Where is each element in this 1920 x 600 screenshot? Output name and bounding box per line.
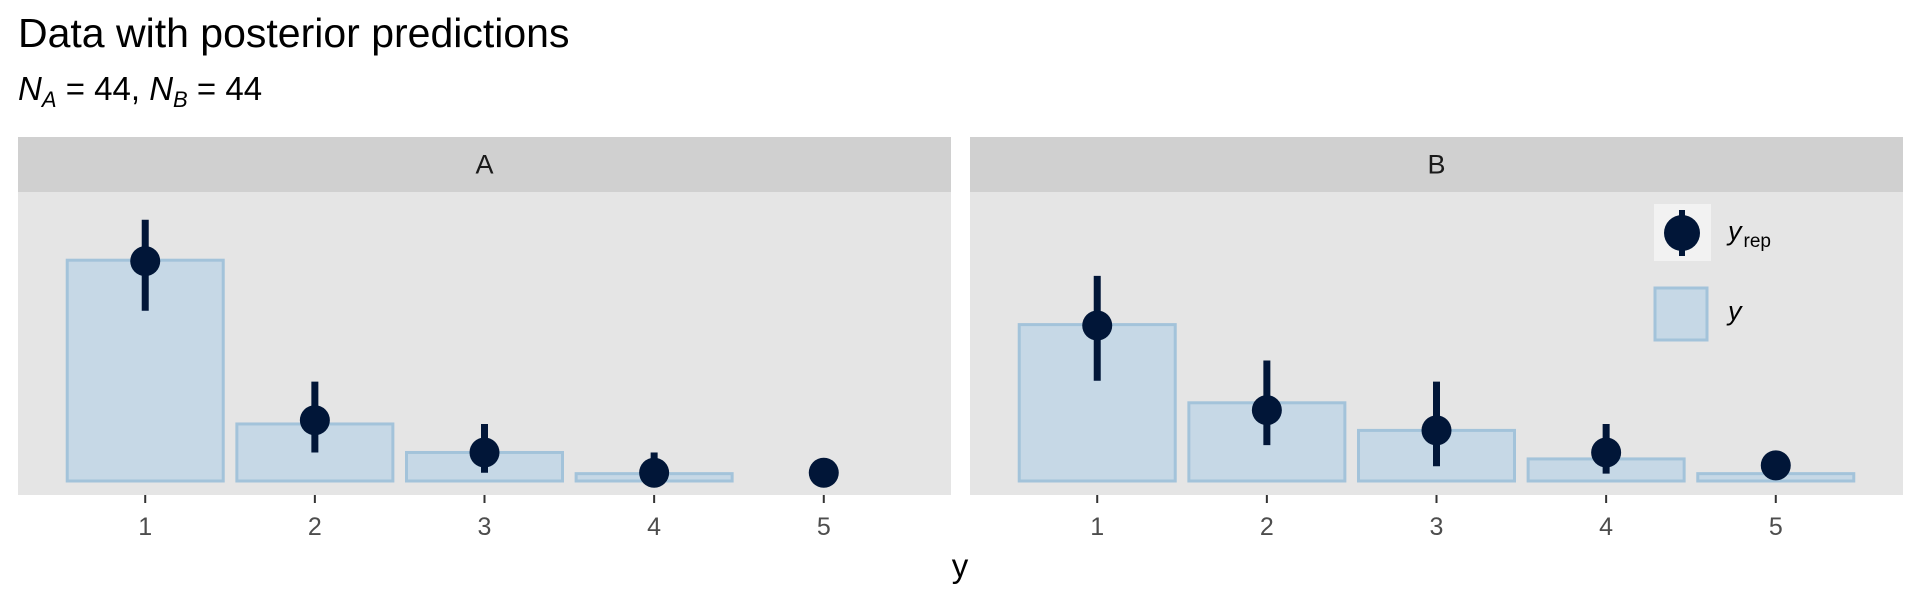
x-tick-label-b-2: 2 [1260, 513, 1274, 541]
chart-title: Data with posterior predictions [18, 10, 570, 56]
n-b-symbol: N [149, 70, 174, 107]
n-b-value: = 44 [196, 70, 263, 107]
x-tick-label-b-4: 4 [1599, 513, 1613, 541]
yrep-point-a-5 [808, 457, 839, 488]
facet-label-b: B [1427, 150, 1445, 180]
n-a-value: = 44, [65, 70, 141, 107]
x-axis-title: y [952, 547, 969, 584]
legend-label-y: y [1726, 296, 1743, 326]
chart-subtitle: NA = 44, NB = 44 [18, 70, 262, 113]
facet-strip-a [18, 137, 951, 192]
yrep-point-b-1 [1082, 310, 1113, 341]
x-tick-label-a-3: 3 [478, 513, 492, 541]
facet-label-a: A [475, 150, 493, 180]
yrep-point-a-1 [130, 246, 161, 277]
legend-label-yrep-subscript: rep [1744, 231, 1771, 252]
x-tick-label-a-5: 5 [817, 513, 831, 541]
n-a-subscript: A [41, 87, 57, 112]
x-tick-label-a-4: 4 [647, 513, 661, 541]
yrep-point-b-3 [1421, 415, 1452, 446]
facet-strip-b [970, 137, 1903, 192]
n-a-symbol: N [18, 70, 42, 107]
legend-key-y [1653, 286, 1709, 342]
yrep-point-b-4 [1591, 437, 1622, 468]
x-tick-label-a-1: 1 [138, 513, 152, 541]
x-tick-label-a-2: 2 [308, 513, 322, 541]
yrep-point-a-3 [469, 437, 500, 468]
yrep-point-a-4 [639, 457, 670, 488]
yrep-point-b-5 [1760, 450, 1791, 481]
x-tick-label-b-3: 3 [1430, 513, 1444, 541]
x-tick-label-b-1: 1 [1090, 513, 1104, 541]
yrep-point-b-2 [1251, 395, 1282, 426]
x-tick-label-b-5: 5 [1769, 513, 1783, 541]
legend-key-yrep-point [1664, 215, 1700, 251]
yrep-point-a-2 [299, 405, 330, 436]
n-b-subscript: B [173, 87, 188, 112]
